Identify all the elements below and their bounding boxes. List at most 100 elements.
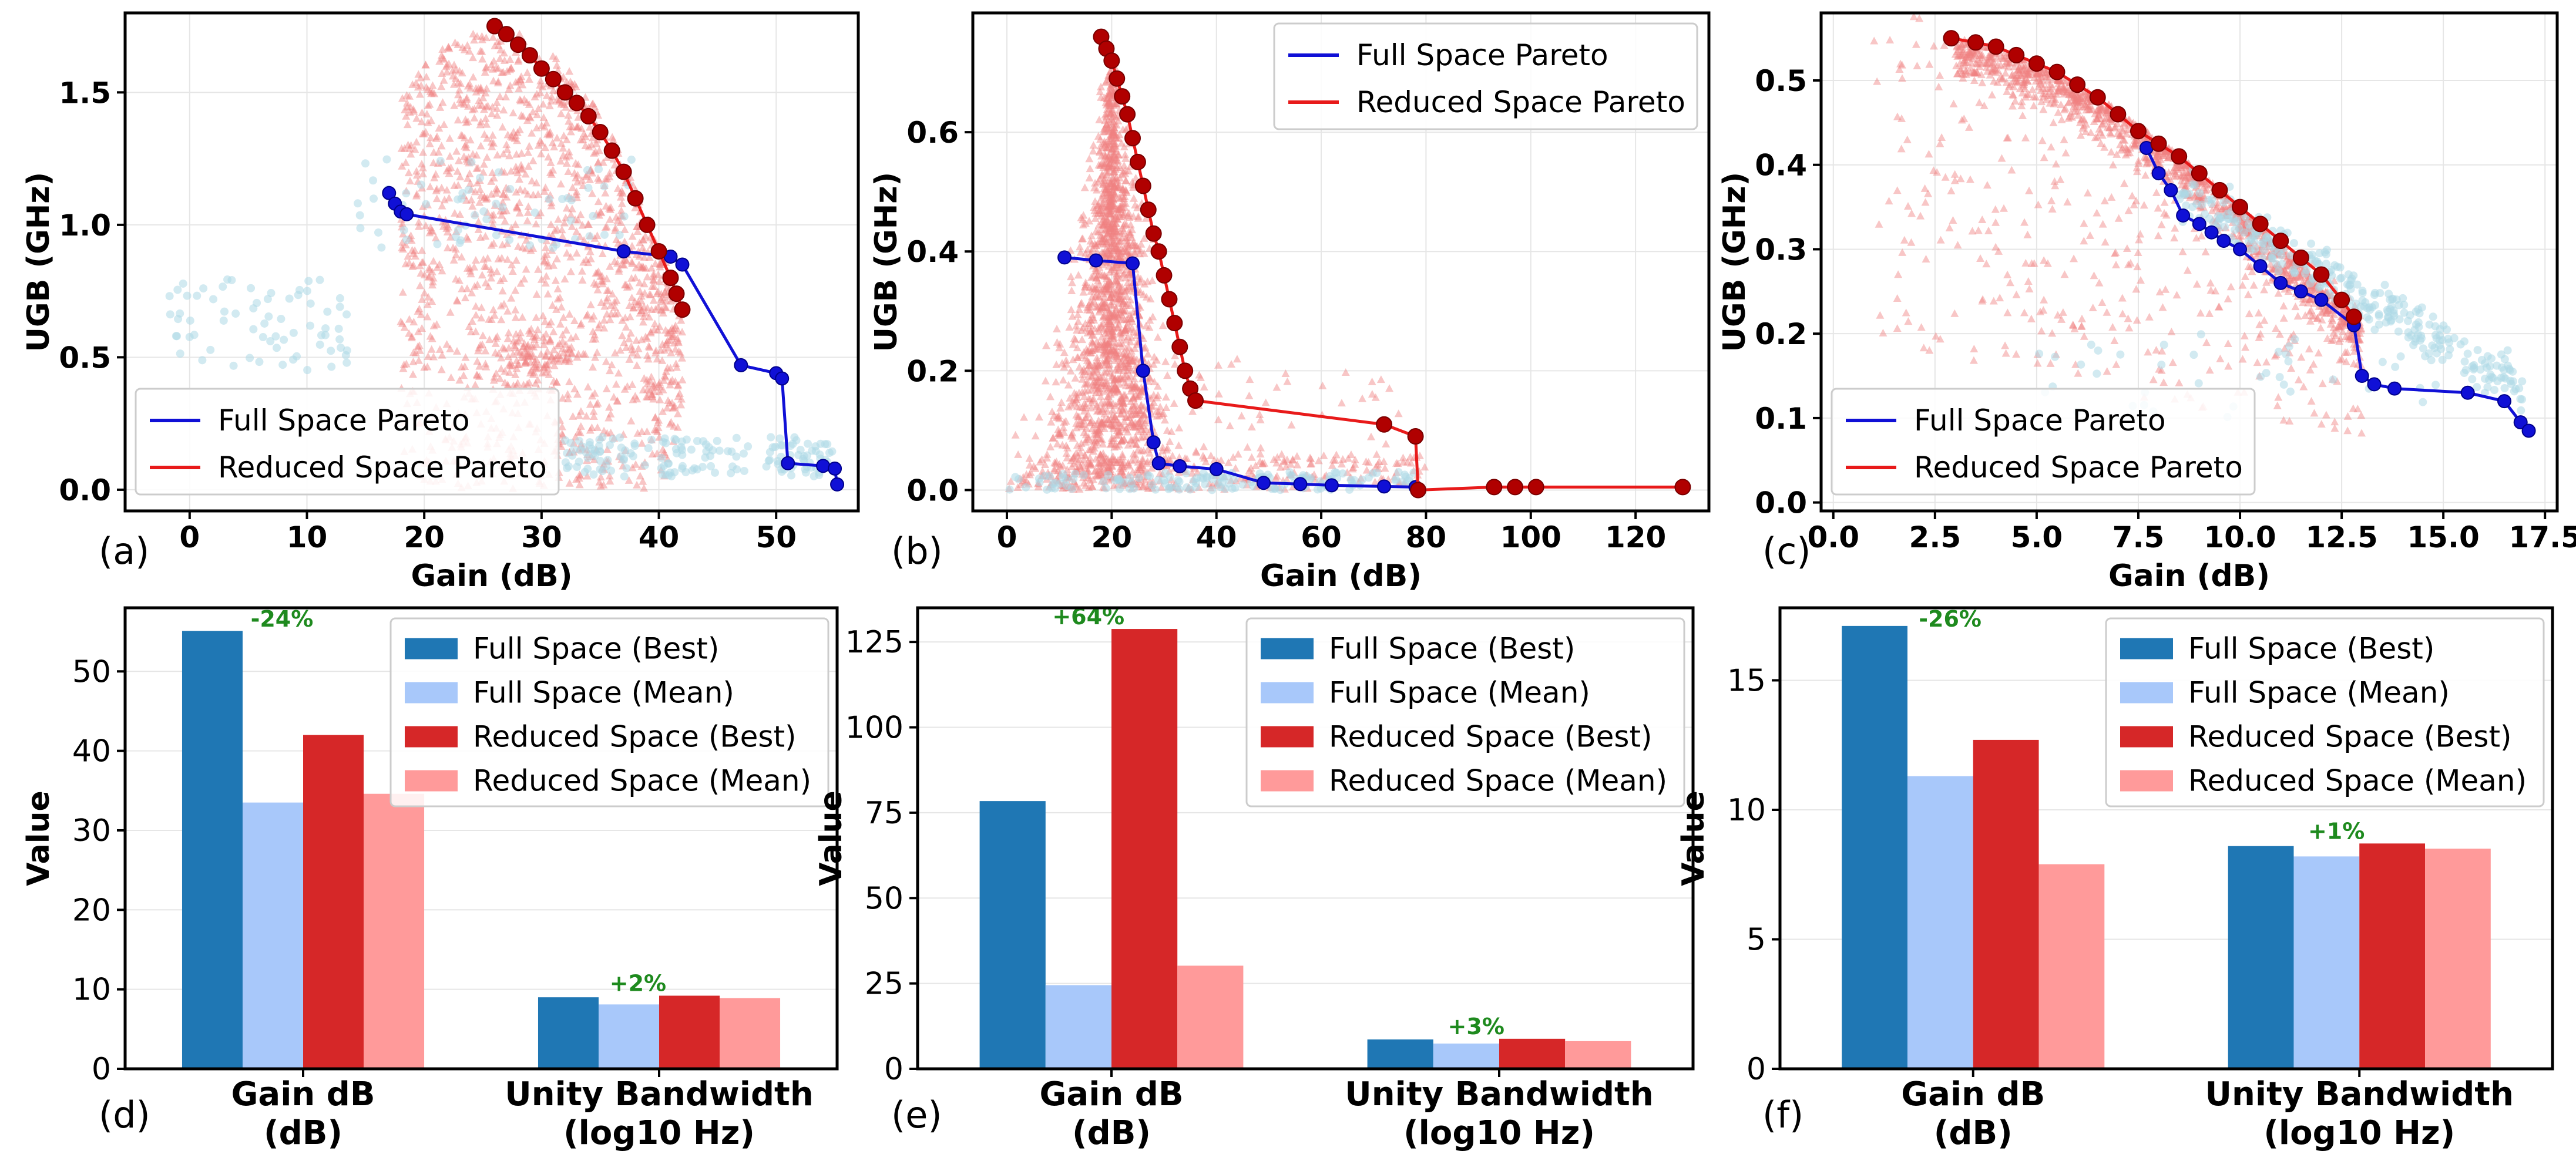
reduced-space-sample-point (407, 334, 416, 342)
reduced-space-sample-point (439, 222, 448, 230)
full-space-sample-point (690, 464, 698, 473)
reduced-space-sample-point (511, 220, 520, 228)
reduced-space-sample-point (1368, 377, 1376, 385)
reduced-space-sample-point (1106, 190, 1114, 198)
reduced-space-sample-point (540, 337, 549, 345)
reduced-space-sample-point (572, 123, 581, 131)
reduced-space-sample-point (520, 274, 529, 282)
full-space-sample-point (657, 464, 666, 473)
scatter-plot-2: 0.0 2.5 5.0 7.5 10.0 12.5 15.0 17.50.00.10.20.3… (1717, 11, 2576, 594)
reduced-space-sample-point (478, 47, 486, 55)
reduced-space-sample-point (1077, 335, 1086, 344)
reduced-space-sample-point (1064, 402, 1073, 410)
reduced-space-sample-point (660, 288, 669, 297)
full-space-sample-point (801, 468, 810, 477)
reduced-space-sample-point (463, 284, 472, 292)
reduced-space-sample-point (649, 276, 658, 284)
reduced-space-sample-point (498, 197, 507, 206)
reduced-space-sample-point (609, 393, 618, 401)
reduced-space-sample-point (475, 372, 483, 380)
y-tick-label: 0.5 (59, 341, 111, 375)
reduced-space-sample-point (529, 370, 538, 378)
reduced-space-sample-point (579, 258, 588, 266)
reduced-space-sample-point (1126, 301, 1134, 309)
reduced-space-sample-point (659, 385, 667, 393)
full-space-sample-point (231, 309, 240, 318)
reduced-space-sample-point (671, 321, 680, 329)
reduced-space-sample-point (556, 293, 565, 301)
reduced-space-sample-point (1122, 285, 1131, 293)
reduced-space-sample-point (451, 208, 459, 217)
reduced-space-sample-point (511, 313, 520, 321)
full-space-sample-point (176, 349, 184, 358)
plot-frame (123, 11, 860, 513)
reduced-space-pareto-point (521, 47, 538, 64)
full-space-sample-point (494, 168, 503, 177)
reduced-space-sample-point (1200, 442, 1208, 450)
reduced-space-sample-point (470, 105, 479, 113)
reduced-space-sample-point (613, 259, 622, 267)
reduced-space-sample-point (642, 308, 650, 317)
x-tick-label: 0.0 (1807, 520, 1859, 554)
reduced-space-pareto-point (1166, 315, 1183, 332)
reduced-space-sample-point (483, 102, 492, 110)
reduced-space-sample-point (489, 239, 498, 247)
reduced-space-sample-point (499, 274, 508, 282)
reduced-space-sample-point (493, 79, 502, 87)
reduced-space-sample-point (523, 190, 532, 198)
reduced-space-sample-point (1077, 351, 1086, 359)
reduced-space-sample-point (405, 258, 414, 267)
reduced-space-sample-point (556, 180, 565, 188)
reduced-space-sample-point (1121, 176, 1130, 184)
full-space-sample-point (321, 324, 330, 333)
reduced-space-sample-point (613, 397, 622, 405)
reduced-space-sample-point (666, 364, 675, 372)
full-space-sample-point (327, 346, 335, 355)
reduced-space-sample-point (539, 100, 548, 108)
reduced-space-sample-point (1346, 450, 1355, 459)
reduced-space-pareto-point (1150, 243, 1167, 260)
reduced-space-sample-point (1113, 269, 1121, 277)
reduced-space-sample-point (1136, 406, 1144, 415)
y-tick-label: 0.0 (906, 473, 959, 507)
reduced-space-sample-point (414, 83, 422, 91)
reduced-space-sample-point (475, 96, 483, 105)
reduced-space-sample-point (453, 167, 462, 175)
full-space-sample-point (361, 159, 370, 168)
reduced-space-sample-point (1093, 359, 1101, 368)
reduced-space-sample-point (637, 307, 646, 315)
reduced-space-sample-point (438, 69, 446, 77)
reduced-space-sample-point (408, 332, 417, 340)
reduced-space-sample-point (434, 147, 443, 156)
reduced-space-sample-point (539, 311, 548, 319)
reduced-space-sample-point (657, 306, 666, 314)
y-tick-label: 0.0 (1755, 486, 1807, 520)
reduced-space-sample-point (1174, 441, 1183, 449)
reduced-space-sample-point (542, 272, 550, 280)
reduced-space-sample-point (1084, 483, 1093, 492)
reduced-space-sample-point (647, 389, 656, 398)
reduced-space-sample-point (648, 392, 657, 401)
reduced-space-sample-point (669, 331, 678, 339)
reduced-space-sample-point (612, 380, 620, 388)
reduced-space-sample-point (1129, 328, 1137, 336)
reduced-space-sample-point (507, 294, 516, 302)
reduced-space-sample-point (616, 346, 624, 354)
reduced-space-sample-point (512, 203, 521, 211)
full-space-sample-point (1208, 486, 1217, 494)
full-space-sample-point (304, 277, 313, 285)
reduced-space-sample-point (1093, 303, 1101, 311)
reduced-space-sample-point (1120, 244, 1129, 252)
reduced-space-sample-point (450, 101, 459, 109)
full-space-sample-point (816, 439, 825, 448)
full-space-sample-point (552, 240, 561, 249)
full-space-sample-point (165, 292, 174, 301)
reduced-space-sample-point (1075, 362, 1084, 371)
reduced-space-sample-point (545, 320, 553, 328)
x-tick-label: 17.5 (2509, 520, 2576, 554)
reduced-space-sample-point (1100, 137, 1109, 145)
reduced-space-sample-point (555, 97, 563, 105)
full-space-sample-point (315, 340, 324, 349)
reduced-space-sample-point (469, 29, 478, 38)
full-space-sample-point (815, 470, 824, 479)
